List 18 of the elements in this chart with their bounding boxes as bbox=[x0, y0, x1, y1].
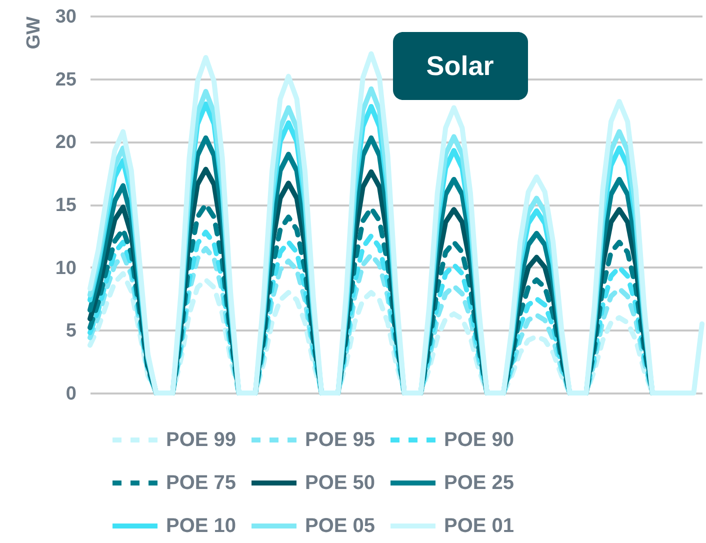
y-tick-label: 5 bbox=[66, 320, 77, 342]
legend-label: POE 90 bbox=[444, 429, 514, 451]
y-tick-label: 10 bbox=[55, 258, 76, 279]
y-tick-label: 20 bbox=[55, 132, 76, 154]
y-tick-label: 30 bbox=[55, 6, 76, 28]
legend-label: POE 99 bbox=[166, 429, 236, 451]
y-tick-label: 25 bbox=[55, 69, 77, 90]
legend-label: POE 50 bbox=[305, 472, 376, 494]
legend-label: POE 95 bbox=[305, 429, 376, 451]
legend-label: POE 10 bbox=[166, 515, 236, 537]
legend-label: POE 75 bbox=[166, 472, 236, 494]
legend-label: POE 05 bbox=[305, 515, 376, 537]
y-tick-label: 15 bbox=[55, 195, 77, 216]
annotation: Solar bbox=[426, 51, 494, 81]
y-axis-title: GW bbox=[23, 16, 44, 50]
y-tick-label: 0 bbox=[66, 384, 76, 404]
legend-label: POE 25 bbox=[444, 472, 514, 494]
legend-label: POE 01 bbox=[444, 515, 514, 537]
